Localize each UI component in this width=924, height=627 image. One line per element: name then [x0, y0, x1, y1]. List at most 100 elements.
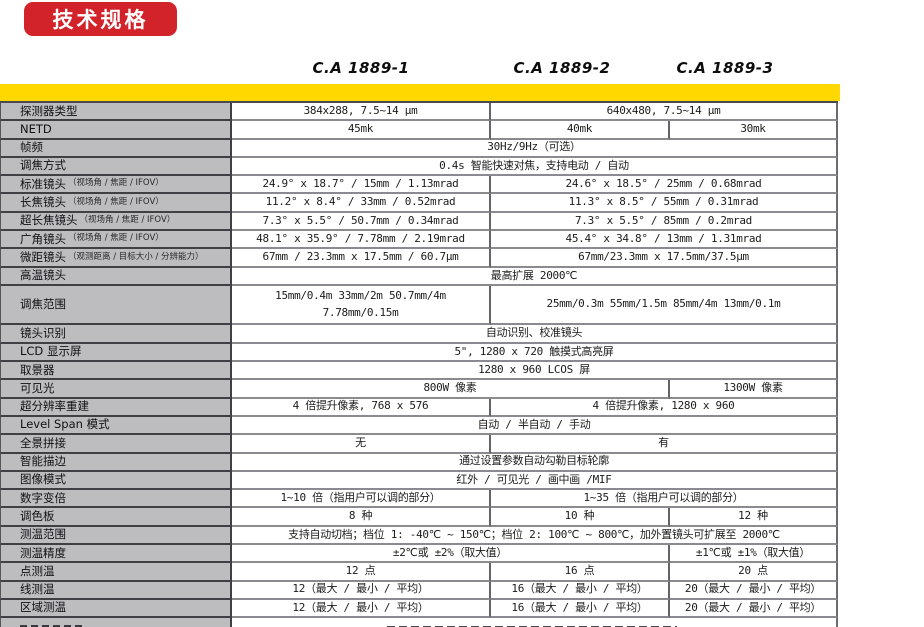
row-label: 帧频: [0, 139, 232, 158]
row-label: 超长焦镜头 （视场角 / 焦距 / IFOV）: [0, 212, 232, 232]
spec-cell: 24.9° x 18.7° / 15mm / 1.13mrad: [232, 176, 491, 195]
row-label: 测温范围: [0, 526, 232, 546]
spec-cell: 24.6° x 18.5° / 25mm / 0.68mrad: [491, 176, 838, 195]
column-header-model-2: C.A 1889-2: [513, 59, 611, 77]
table-row: 探测器类型 384x288, 7.5~14 μm 640x480, 7.5~14 μ…: [0, 103, 838, 122]
table-row: 超长焦镜头 （视场角 / 焦距 / IFOV） 7.3° x 5.5° / 50.7…: [0, 212, 838, 232]
table-row: 镜头识别 自动识别、校准镜头: [0, 325, 838, 344]
row-label: 调焦范围: [0, 285, 232, 326]
spec-cell: 1280 x 960 LCOS 屏: [232, 362, 838, 381]
spec-cell: 16（最大 / 最小 / 平均）: [491, 581, 670, 600]
spec-cell: 640x480, 7.5~14 μm: [491, 103, 838, 122]
table-row: NETD 45mk 40mk 30mk: [0, 121, 838, 140]
spec-table-rows: 探测器类型 384x288, 7.5~14 μm 640x480, 7.5~14 μ…: [0, 103, 838, 619]
spec-cell: 1300W 像素: [670, 380, 838, 399]
spec-cell: ±2℃或 ±2%（取大值）: [232, 545, 670, 564]
spec-cell: 30mk: [670, 121, 838, 140]
row-label: 线测温: [0, 581, 232, 600]
spec-cell: 67mm / 23.3mm x 17.5mm / 60.7μm: [232, 249, 491, 268]
spec-cell: 7.3° x 5.5° / 50.7mm / 0.34mrad: [232, 212, 491, 232]
row-label-note: （视场角 / 焦距 / IFOV）: [68, 196, 164, 207]
spec-cell: 11.3° x 8.5° / 55mm / 0.31mrad: [491, 194, 838, 213]
spec-cell: 最高扩展 2000℃: [232, 267, 838, 286]
table-row: 帧频 30Hz/9Hz（可选）: [0, 139, 838, 158]
row-label: 图像模式: [0, 471, 232, 491]
table-row: 取景器 1280 x 960 LCOS 屏: [0, 362, 838, 381]
row-label: 调焦方式: [0, 157, 232, 177]
table-row: 广角镜头 （视场角 / 焦距 / IFOV） 48.1° x 35.9° / 7.7…: [0, 231, 838, 250]
table-row: 全景拼接无有: [0, 435, 838, 454]
table-row: Level Span 模式 自动 / 半自动 / 手动: [0, 416, 838, 436]
spec-cell: 67mm/23.3mm x 17.5mm/37.5μm: [491, 249, 838, 268]
row-label: 全景拼接: [0, 435, 232, 454]
row-label: 智能描边: [0, 453, 232, 472]
spec-cell: 4 倍提升像素, 768 x 576: [232, 398, 491, 417]
row-label: 标准镜头 （视场角 / 焦距 / IFOV）: [0, 176, 232, 195]
spec-cell: ±1℃或 ±1%（取大值）: [670, 545, 838, 564]
row-label-note: （观测距离 / 目标大小 / 分辨能力）: [68, 251, 204, 262]
column-header-model-3: C.A 1889-3: [676, 59, 774, 77]
spec-cell: 15mm/0.4m 33mm/2m 50.7mm/4m 7.78mm/0.15m: [232, 285, 491, 326]
table-row: 区域测温 12（最大 / 最小 / 平均） 16（最大 / 最小 / 平均） 20（最…: [0, 599, 838, 619]
table-row: 可见光 800W 像素 1300W 像素: [0, 380, 838, 399]
table-row: 超分辨率重建 4 倍提升像素, 768 x 576 4 倍提升像素, 1280 x …: [0, 398, 838, 417]
spec-cell: 20 点: [670, 563, 838, 582]
spec-cell: 无: [232, 435, 491, 454]
row-label-note: （视场角 / 焦距 / IFOV）: [79, 215, 176, 226]
section-title: 技术规格: [52, 8, 149, 32]
table-row: LCD 显示屏 5", 1280 x 720 触摸式高亮屏: [0, 343, 838, 363]
spec-cell: 1~35 倍（指用户可以调的部分）: [491, 490, 838, 509]
cropped-text-fragment: [20, 625, 82, 627]
table-row: 测温范围 支持自动切档；档位 1: -40℃ ~ 150℃；档位 2: 100℃ …: [0, 526, 838, 546]
table-row: 微距镜头 （观测距离 / 目标大小 / 分辨能力） 67mm / 23.3mm x …: [0, 249, 838, 268]
yellow-divider-band: [0, 84, 840, 101]
row-label: LCD 显示屏: [0, 343, 232, 363]
column-header-model-1: C.A 1889-1: [312, 59, 410, 77]
row-label: 超分辨率重建: [0, 398, 232, 417]
spec-cell: 红外 / 可见光 / 画中画 /MIF: [232, 471, 838, 491]
row-label: Level Span 模式: [0, 416, 232, 436]
spec-cell: 0.4s 智能快速对焦，支持电动 / 自动: [232, 157, 838, 177]
spec-cell: 25mm/0.3m 55mm/1.5m 85mm/4m 13mm/0.1m: [491, 285, 838, 326]
spec-cell: 4 倍提升像素, 1280 x 960: [491, 398, 838, 417]
spec-cell: 11.2° x 8.4° / 33mm / 0.52mrad: [232, 194, 491, 213]
table-row: 标准镜头 （视场角 / 焦距 / IFOV） 24.9° x 18.7° / 15m…: [0, 176, 838, 195]
row-label: 区域测温: [0, 599, 232, 619]
table-row: 长焦镜头 （视场角 / 焦距 / IFOV） 11.2° x 8.4° / 33mm…: [0, 194, 838, 213]
spec-cell: 20（最大 / 最小 / 平均）: [670, 599, 838, 619]
row-label: 可见光: [0, 380, 232, 399]
row-label: 调色板: [0, 508, 232, 527]
row-label-note: （视场角 / 焦距 / IFOV）: [68, 178, 164, 189]
row-label: 探测器类型: [0, 103, 232, 122]
row-label: 广角镜头 （视场角 / 焦距 / IFOV）: [0, 231, 232, 250]
cropped-row: [0, 618, 838, 627]
spec-table: 探测器类型 384x288, 7.5~14 μm 640x480, 7.5~14 μ…: [0, 101, 838, 627]
row-label: 微距镜头 （观测距离 / 目标大小 / 分辨能力）: [0, 249, 232, 268]
row-label: 镜头识别: [0, 325, 232, 344]
table-row: 调色板 8 种 10 种 12 种: [0, 508, 838, 527]
section-title-badge: 技术规格: [24, 2, 177, 36]
spec-cell: 自动 / 半自动 / 手动: [232, 416, 838, 436]
spec-cell: 8 种: [232, 508, 491, 527]
spec-cell: 45mk: [232, 121, 491, 140]
spec-cell: 通过设置参数自动勾勒目标轮廓: [232, 453, 838, 472]
row-label: 高温镜头: [0, 267, 232, 286]
spec-cell: 自动识别、校准镜头: [232, 325, 838, 344]
table-row: 数字变倍 1~10 倍（指用户可以调的部分） 1~35 倍（指用户可以调的部分）: [0, 490, 838, 509]
table-row: 图像模式 红外 / 可见光 / 画中画 /MIF: [0, 471, 838, 491]
spec-cell: 16 点: [491, 563, 670, 582]
table-row: 高温镜头 最高扩展 2000℃: [0, 267, 838, 286]
spec-cell: 有: [491, 435, 838, 454]
table-row: 点测温 12 点 16 点 20 点: [0, 563, 838, 582]
spec-cell: 384x288, 7.5~14 μm: [232, 103, 491, 122]
spec-cell: 40mk: [491, 121, 670, 140]
spec-cell: 30Hz/9Hz（可选）: [232, 139, 838, 158]
table-row: 测温精度 ±2℃或 ±2%（取大值） ±1℃或 ±1%（取大值）: [0, 545, 838, 564]
spec-cell: 45.4° x 34.8° / 13mm / 1.31mrad: [491, 231, 838, 250]
spec-cell: 16（最大 / 最小 / 平均）: [491, 599, 670, 619]
spec-cell: 1~10 倍（指用户可以调的部分）: [232, 490, 491, 509]
table-row: 调焦方式 0.4s 智能快速对焦，支持电动 / 自动: [0, 157, 838, 177]
spec-cell: 48.1° x 35.9° / 7.78mm / 2.19mrad: [232, 231, 491, 250]
spec-cell: 10 种: [491, 508, 670, 527]
